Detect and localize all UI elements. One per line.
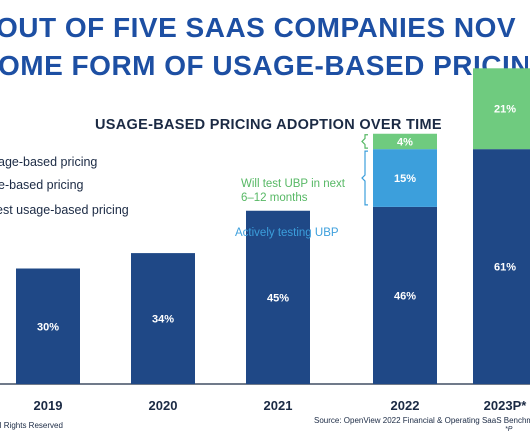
actively-testing-annotation: Actively testing UBP (235, 227, 339, 239)
data-label: 21% (494, 104, 516, 116)
legend-item-adopted: age-based pricing (0, 155, 98, 169)
will-test-annotation-line2: 6–12 months (241, 192, 308, 204)
data-label: 15% (394, 173, 416, 185)
chart-title: USAGE-BASED PRICING ADOPTION OVER TIME (95, 117, 442, 133)
x-tick-label: 2019 (34, 398, 63, 413)
data-label: 61% (494, 262, 516, 274)
headline-line-1: OUT OF FIVE SAAS COMPANIES NOV (0, 12, 517, 43)
bar-segment (131, 253, 195, 384)
headline-line-2: OME FORM OF USAGE-BASED PRICIN (0, 50, 528, 81)
data-label: 46% (394, 290, 416, 302)
legend-item-will-test: est usage-based pricing (0, 203, 129, 217)
x-tick-label: 2023P* (484, 398, 528, 413)
x-tick-label: 2021 (264, 398, 293, 413)
bar-segment (16, 268, 80, 384)
projection-footnote: *P (505, 426, 513, 433)
bar-segment (373, 206, 437, 384)
bar-segment (246, 210, 310, 384)
data-label: 34% (152, 314, 174, 326)
copyright-footer: ll Rights Reserved (0, 421, 63, 430)
bar-segment (473, 149, 530, 384)
data-label: 4% (397, 136, 413, 148)
bar-segment (373, 133, 437, 150)
will-test-bracket (361, 134, 368, 149)
bar-segment (473, 68, 530, 150)
legend-item-testing: e-based pricing (0, 178, 84, 192)
will-test-annotation: Will test UBP in next (241, 178, 346, 190)
data-label: 30% (37, 321, 59, 333)
x-tick-label: 2020 (149, 398, 178, 413)
actively-testing-bracket (361, 150, 368, 206)
bar-segment (373, 149, 437, 207)
source-footer: Source: OpenView 2022 Financial & Operat… (314, 416, 530, 425)
x-tick-label: 2022 (391, 398, 420, 413)
data-label: 45% (267, 292, 289, 304)
